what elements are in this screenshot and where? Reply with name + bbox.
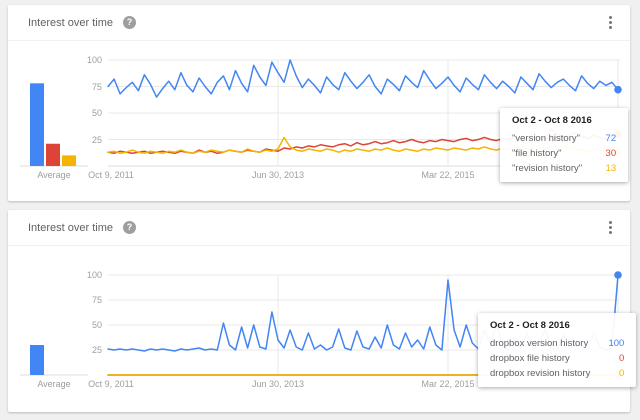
tooltip-term-value: 30 xyxy=(605,148,617,159)
help-icon[interactable]: ? xyxy=(122,221,136,234)
x-tick-label: Mar 22, 2015 xyxy=(421,379,475,389)
tooltip-term-value: 100 xyxy=(608,338,625,349)
y-tick-label: 75 xyxy=(91,295,102,305)
card-title: Interest over time xyxy=(28,221,113,234)
tooltip-term-label: dropbox version history xyxy=(490,338,589,349)
x-tick-label: Mar 22, 2015 xyxy=(421,170,475,180)
y-tick-label: 100 xyxy=(86,55,102,65)
tooltip-row: dropbox file history 0 xyxy=(490,351,624,366)
average-bar xyxy=(62,155,76,166)
tooltip-term-label: "version history" xyxy=(512,133,580,144)
average-bar xyxy=(46,143,60,166)
average-axis-label: Average xyxy=(37,170,71,180)
y-tick-label: 50 xyxy=(91,320,102,330)
tooltip-term-value: 13 xyxy=(605,163,617,174)
tooltip-rows: dropbox version history 100 dropbox file h… xyxy=(490,336,624,381)
card-header: Interest over time ? xyxy=(8,5,630,41)
series-end-dot xyxy=(614,271,622,279)
chart-tooltip: Oct 2 - Oct 8 2016 "version history" 72 "f… xyxy=(500,108,629,182)
tooltip-term-value: 72 xyxy=(605,133,617,144)
x-tick-label: Jun 30, 2013 xyxy=(251,170,305,180)
tooltip-rows: "version history" 72 "file history" 30 "revi… xyxy=(512,131,616,176)
overflow-menu-icon[interactable] xyxy=(603,217,618,238)
card-title: Interest over time xyxy=(28,16,113,29)
tooltip-row: "version history" 72 xyxy=(512,131,616,146)
tooltip-row: "file history" 30 xyxy=(512,146,616,161)
trends-card-version-history: Oct 9, 2011 Jun 30, 2013 Mar 22, 2015 Av… xyxy=(8,5,630,201)
tooltip-term-label: dropbox file history xyxy=(490,353,570,364)
chart-plot-area[interactable]: Oct 9, 2011 Jun 30, 2013 Mar 22, 2015 Av… xyxy=(8,5,630,201)
tooltip-row: "revision history" 13 xyxy=(512,161,616,176)
tooltip-term-label: "revision history" xyxy=(512,163,583,174)
card-header: Interest over time ? xyxy=(8,210,630,246)
help-icon[interactable]: ? xyxy=(122,16,136,29)
chart-tooltip: Oct 2 - Oct 8 2016 dropbox version histo… xyxy=(478,313,637,387)
tooltip-date: Oct 2 - Oct 8 2016 xyxy=(490,320,570,331)
average-bar xyxy=(30,345,44,375)
y-tick-label: 100 xyxy=(86,270,102,280)
overflow-menu-icon[interactable] xyxy=(603,12,618,33)
tooltip-row: dropbox version history 100 xyxy=(490,336,624,351)
tooltip-term-label: dropbox revision history xyxy=(490,368,591,379)
average-axis-label: Average xyxy=(37,379,71,389)
tooltip-term-value: 0 xyxy=(619,368,625,379)
x-tick-label: Jun 30, 2013 xyxy=(251,379,305,389)
trends-card-dropbox-version-history: Oct 9, 2011 Jun 30, 2013 Mar 22, 2015 Av… xyxy=(8,210,637,412)
series-line xyxy=(107,59,619,98)
tooltip-row: dropbox revision history 0 xyxy=(490,366,624,381)
y-tick-label: 25 xyxy=(91,134,102,145)
average-bar xyxy=(30,83,44,166)
tooltip-date: Oct 2 - Oct 8 2016 xyxy=(512,115,592,126)
y-tick-label: 50 xyxy=(91,108,102,118)
tooltip-term-label: "file history" xyxy=(512,148,562,159)
y-tick-label: 25 xyxy=(91,345,102,355)
series-end-dot xyxy=(614,85,622,94)
x-tick-label: Oct 9, 2011 xyxy=(88,379,134,389)
chart-plot-area[interactable]: Oct 9, 2011 Jun 30, 2013 Mar 22, 2015 Av… xyxy=(8,210,637,412)
x-tick-label: Oct 9, 2011 xyxy=(88,170,134,180)
tooltip-term-value: 0 xyxy=(619,353,625,364)
y-tick-label: 75 xyxy=(91,81,102,92)
